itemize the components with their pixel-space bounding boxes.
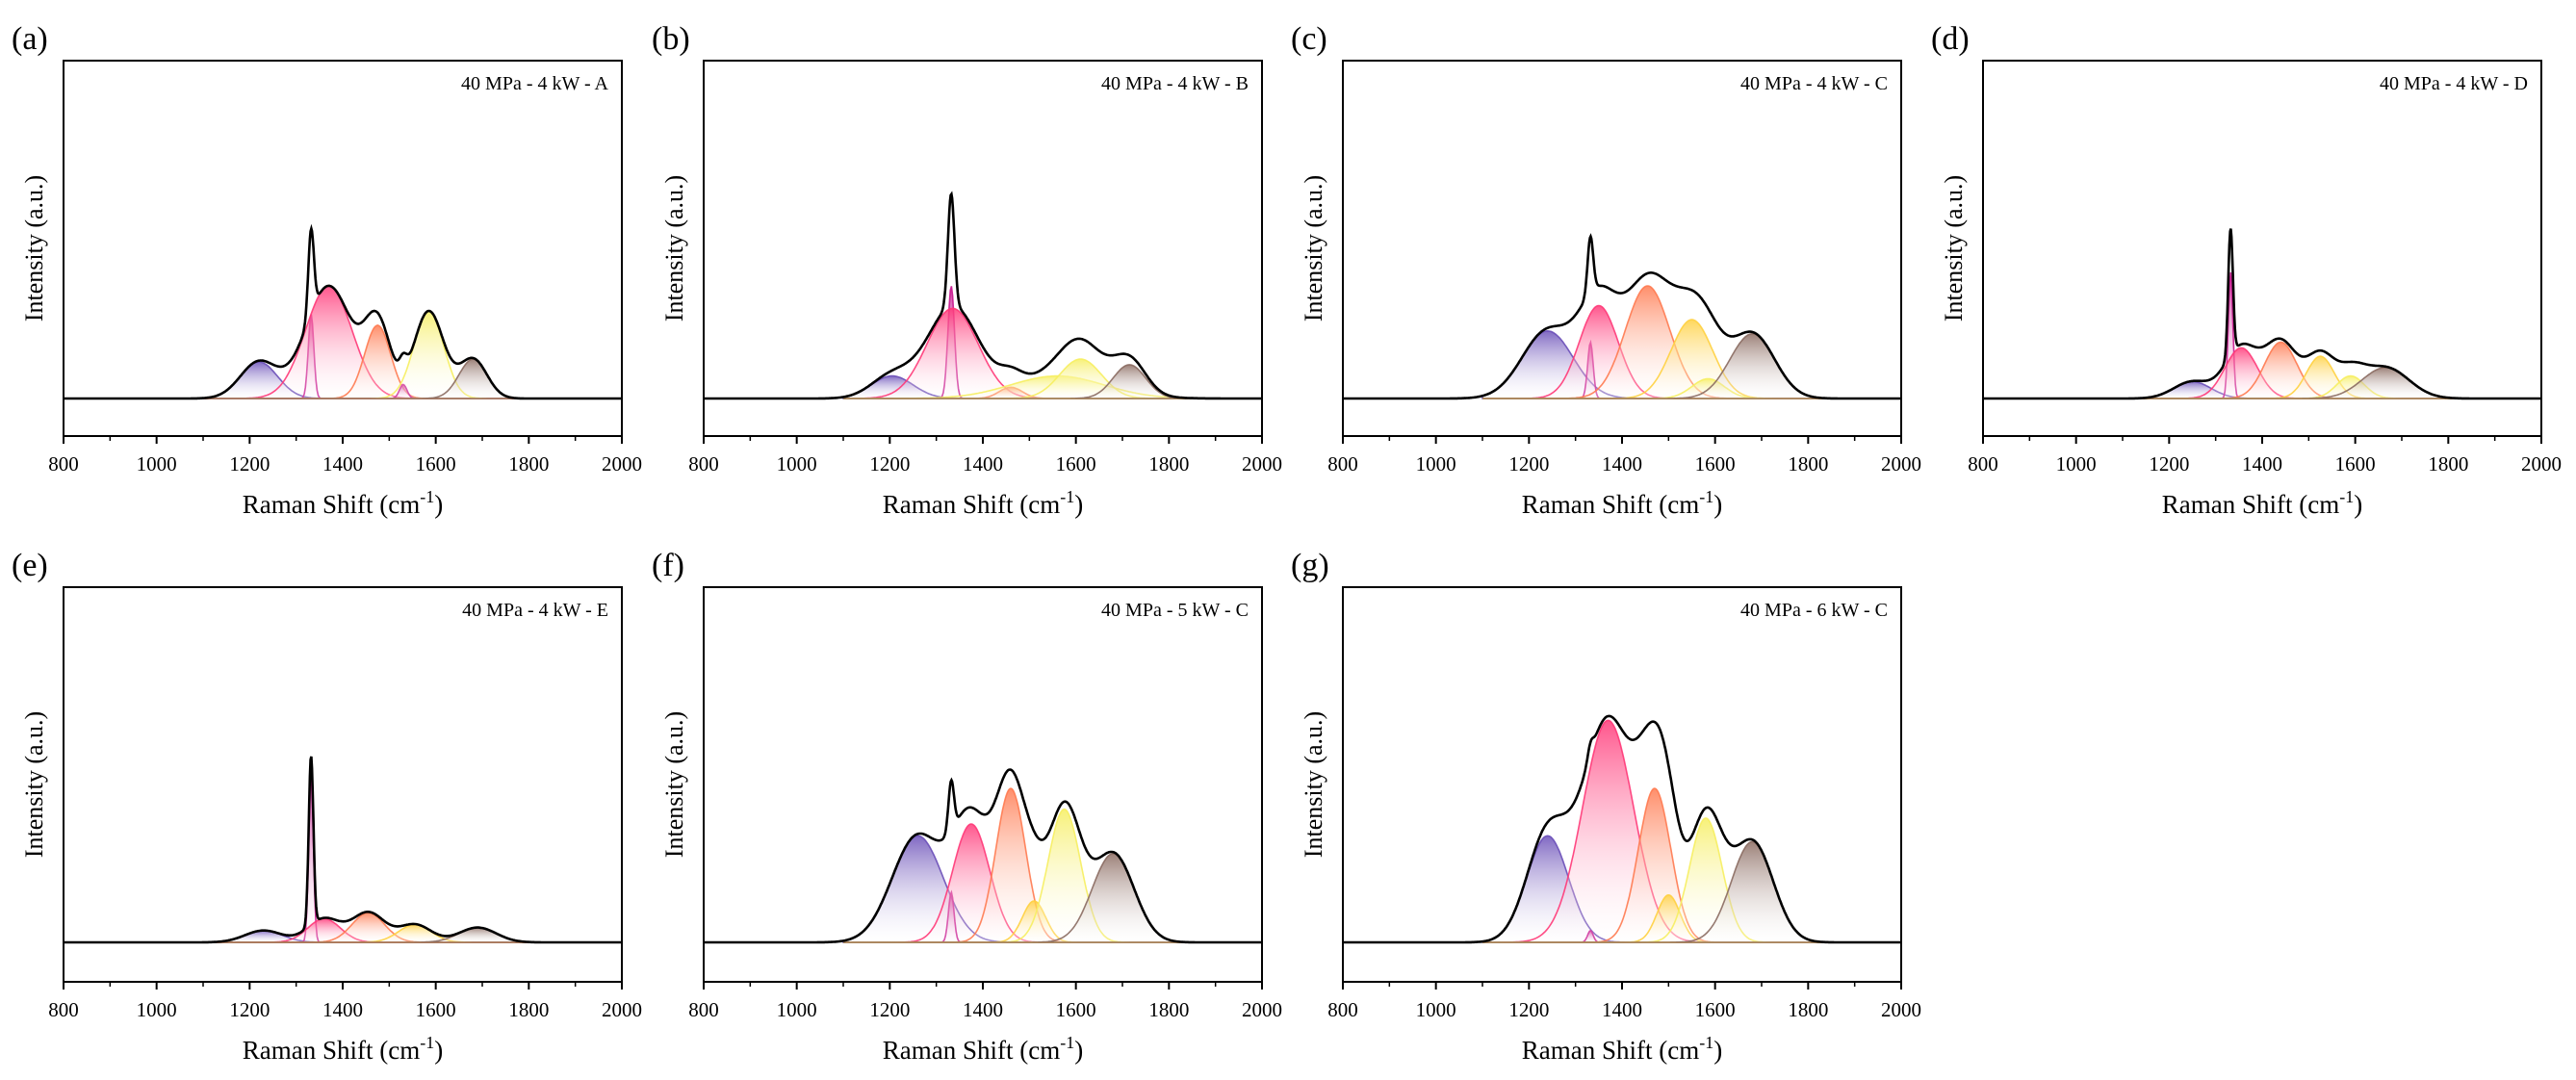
panel-label: (e) bbox=[12, 548, 48, 583]
x-tick-label: 1000 bbox=[137, 452, 177, 476]
x-tick-label: 1200 bbox=[869, 452, 910, 476]
chart-title: 40 MPa - 4 kW - A bbox=[461, 73, 609, 94]
x-tick-label: 2000 bbox=[1881, 452, 1921, 476]
x-tick-label: 1400 bbox=[322, 998, 363, 1021]
x-tick-label: 1800 bbox=[1148, 452, 1189, 476]
x-tick-label: 1400 bbox=[2242, 452, 2282, 476]
x-tick-label: 1200 bbox=[229, 998, 270, 1021]
envelope-line bbox=[704, 191, 1262, 400]
x-tick-label: 1000 bbox=[137, 998, 177, 1021]
x-tick-label: 1200 bbox=[1508, 998, 1549, 1021]
x-tick-label: 1600 bbox=[2335, 452, 2376, 476]
chart-panel-g: 800 1000 1200 1400 1600 1800 2000 40 MPa - 6 kW… bbox=[1291, 548, 1921, 1065]
x-tick-label: 2000 bbox=[602, 452, 642, 476]
chart-title: 40 MPa - 4 kW - C bbox=[1740, 73, 1888, 94]
x-tick-label: 1600 bbox=[1695, 998, 1736, 1021]
panel-label: (d) bbox=[1931, 21, 1970, 57]
chart-panel-b: 800 1000 1200 1400 1600 1800 2000 40 MPa - 4 kW… bbox=[652, 21, 1282, 519]
x-tick-label: 1800 bbox=[508, 998, 549, 1021]
x-axis-label: Raman Shift (cm-1) bbox=[1522, 487, 1722, 519]
x-tick-label: 2000 bbox=[1242, 998, 1282, 1021]
x-tick-label: 1600 bbox=[1695, 452, 1736, 476]
chart-title: 40 MPa - 4 kW - B bbox=[1101, 73, 1249, 94]
x-axis-label: Raman Shift (cm-1) bbox=[883, 1033, 1083, 1065]
chart-title: 40 MPa - 4 kW - D bbox=[2380, 73, 2528, 94]
envelope-line bbox=[1343, 714, 1901, 944]
x-tick-label: 1200 bbox=[869, 998, 910, 1021]
chart-panel-e: 800 1000 1200 1400 1600 1800 2000 40 MPa - 4 kW… bbox=[12, 548, 642, 1065]
chart-title: 40 MPa - 6 kW - C bbox=[1740, 600, 1888, 621]
panel-label: (b) bbox=[652, 21, 690, 57]
panel-label: (f) bbox=[652, 548, 684, 583]
x-tick-label: 1600 bbox=[416, 452, 456, 476]
x-tick-label: 800 bbox=[688, 452, 719, 476]
x-tick-label: 1000 bbox=[2056, 452, 2097, 476]
y-axis-label: Intensity (a.u.) bbox=[1300, 711, 1327, 858]
x-tick-label: 1200 bbox=[1508, 452, 1549, 476]
envelope-line bbox=[1983, 228, 2541, 400]
chart-panel-c: 800 1000 1200 1400 1600 1800 2000 40 MPa - 4 kW… bbox=[1291, 21, 1921, 519]
y-axis-label: Intensity (a.u.) bbox=[20, 175, 48, 321]
chart-panel-f: 800 1000 1200 1400 1600 1800 2000 40 MPa - 5 kW… bbox=[652, 548, 1282, 1065]
envelope-line bbox=[1343, 233, 1901, 400]
x-tick-label: 800 bbox=[1968, 452, 1998, 476]
envelope-line bbox=[64, 223, 622, 400]
x-axis-label: Raman Shift (cm-1) bbox=[2162, 487, 2362, 519]
x-tick-label: 1600 bbox=[1056, 452, 1096, 476]
x-tick-label: 2000 bbox=[1881, 998, 1921, 1021]
x-tick-label: 1400 bbox=[1602, 998, 1642, 1021]
x-tick-label: 1400 bbox=[322, 452, 363, 476]
x-axis-label: Raman Shift (cm-1) bbox=[243, 487, 443, 519]
chart-title: 40 MPa - 5 kW - C bbox=[1101, 600, 1249, 621]
x-tick-label: 1000 bbox=[777, 452, 817, 476]
x-tick-label: 1800 bbox=[2428, 452, 2468, 476]
peak-component bbox=[843, 364, 1193, 399]
x-tick-label: 1600 bbox=[1056, 998, 1096, 1021]
x-tick-label: 1000 bbox=[777, 998, 817, 1021]
x-tick-label: 800 bbox=[1327, 998, 1358, 1021]
x-tick-label: 1400 bbox=[963, 998, 1003, 1021]
x-tick-label: 1800 bbox=[1148, 998, 1189, 1021]
y-axis-label: Intensity (a.u.) bbox=[1940, 175, 1968, 321]
envelope-line bbox=[704, 768, 1262, 944]
y-axis-label: Intensity (a.u.) bbox=[660, 175, 688, 321]
chart-title: 40 MPa - 4 kW - E bbox=[462, 600, 608, 621]
x-tick-label: 1200 bbox=[229, 452, 270, 476]
x-tick-label: 1400 bbox=[963, 452, 1003, 476]
x-tick-label: 2000 bbox=[2521, 452, 2562, 476]
chart-panel-a: 800 1000 1200 1400 1600 1800 2000 40 MPa - 4 kW… bbox=[12, 21, 642, 519]
panel-label: (c) bbox=[1291, 21, 1327, 57]
y-axis-label: Intensity (a.u.) bbox=[1300, 175, 1327, 321]
y-axis-label: Intensity (a.u.) bbox=[660, 711, 688, 858]
x-tick-label: 1400 bbox=[1602, 452, 1642, 476]
x-tick-label: 800 bbox=[48, 998, 79, 1021]
envelope-line bbox=[64, 756, 622, 944]
chart-panel-d: 800 1000 1200 1400 1600 1800 2000 40 MPa - 4 kW… bbox=[1931, 21, 2562, 519]
x-tick-label: 1800 bbox=[508, 452, 549, 476]
x-axis-label: Raman Shift (cm-1) bbox=[243, 1033, 443, 1065]
x-tick-label: 1800 bbox=[1788, 452, 1828, 476]
x-tick-label: 800 bbox=[48, 452, 79, 476]
x-tick-label: 1800 bbox=[1788, 998, 1828, 1021]
x-tick-label: 1600 bbox=[416, 998, 456, 1021]
x-tick-label: 1000 bbox=[1416, 452, 1456, 476]
x-tick-label: 800 bbox=[1327, 452, 1358, 476]
y-axis-label: Intensity (a.u.) bbox=[20, 711, 48, 858]
x-tick-label: 1000 bbox=[1416, 998, 1456, 1021]
panel-label: (g) bbox=[1291, 548, 1329, 583]
x-axis-label: Raman Shift (cm-1) bbox=[1522, 1033, 1722, 1065]
x-axis-label: Raman Shift (cm-1) bbox=[883, 487, 1083, 519]
x-tick-label: 2000 bbox=[1242, 452, 1282, 476]
x-tick-label: 2000 bbox=[602, 998, 642, 1021]
panel-label: (a) bbox=[12, 21, 48, 57]
x-tick-label: 800 bbox=[688, 998, 719, 1021]
x-tick-label: 1200 bbox=[2149, 452, 2189, 476]
